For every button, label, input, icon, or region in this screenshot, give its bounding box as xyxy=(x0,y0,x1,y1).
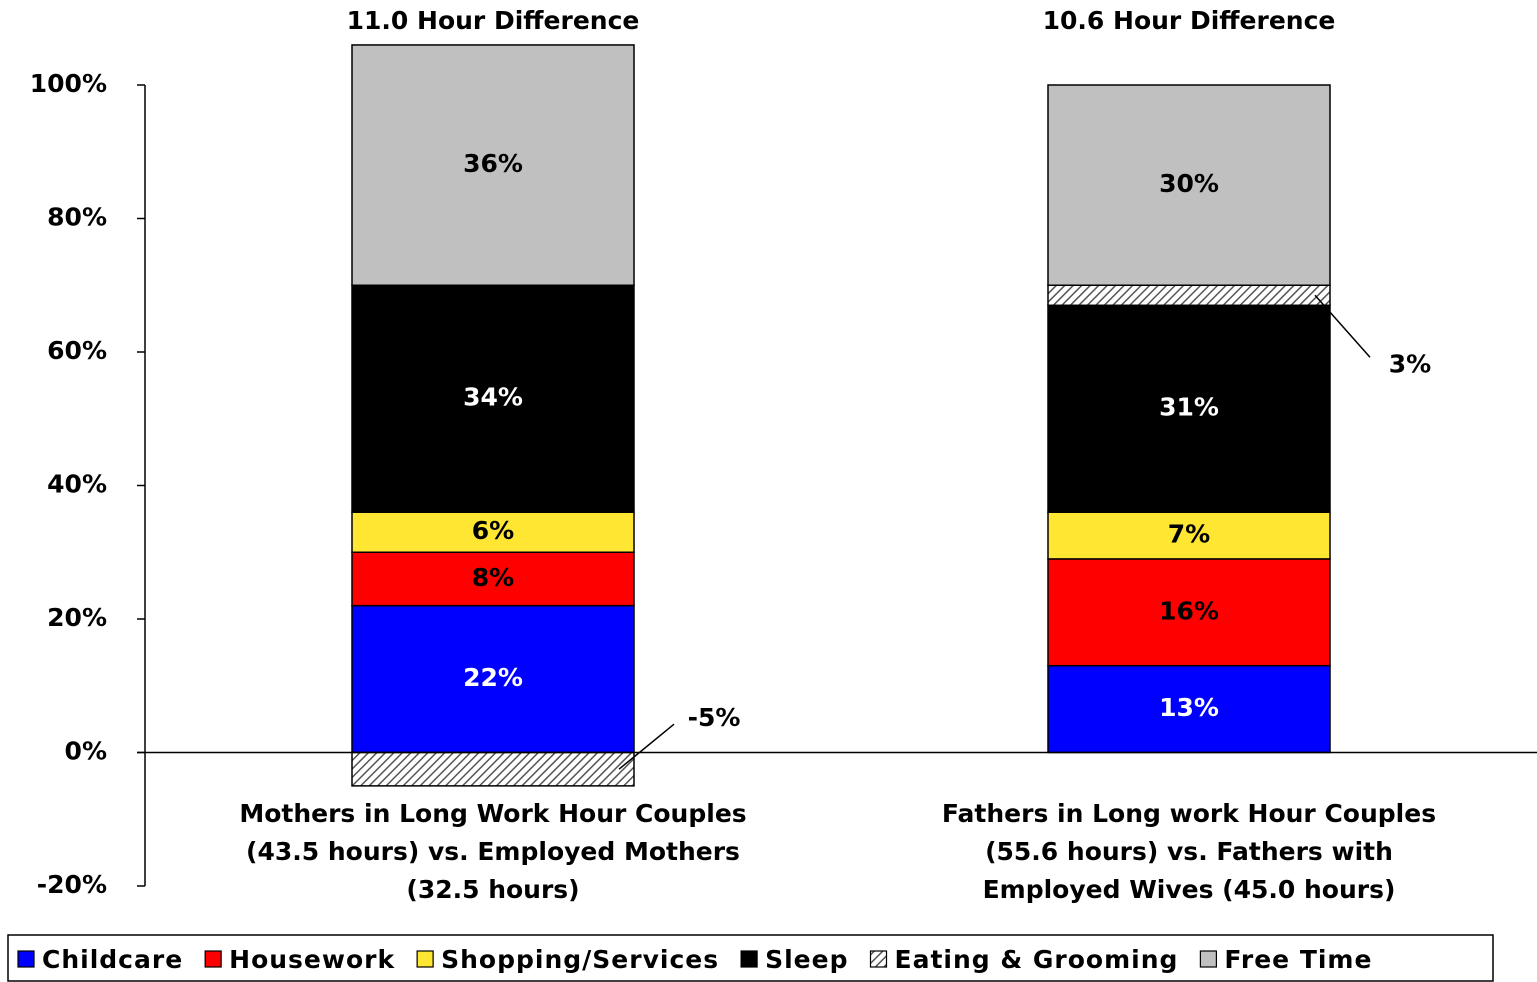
legend-swatch xyxy=(869,950,888,968)
legend-label: Free Time xyxy=(1224,945,1372,974)
bar-segment xyxy=(1047,304,1331,513)
x-tick-label-line: (32.5 hours) xyxy=(406,875,579,904)
legend-swatch xyxy=(204,950,222,968)
x-tick-label: Mothers in Long Work Hour Couples (43.5 h… xyxy=(239,799,746,904)
value-label: 7% xyxy=(1168,520,1210,549)
value-label: -5% xyxy=(688,703,741,732)
y-tick-label: 60% xyxy=(47,336,107,365)
legend-swatch xyxy=(1199,950,1217,968)
legend-label: Shopping/Services xyxy=(441,945,719,974)
bar-segment xyxy=(351,44,635,287)
value-label: 8% xyxy=(472,563,514,592)
x-tick-label-line: Employed Wives (45.0 hours) xyxy=(983,875,1396,904)
x-tick-label-line: Mothers in Long Work Hour Couples xyxy=(239,799,746,828)
bar-segment xyxy=(1047,511,1331,560)
value-label: 13% xyxy=(1159,693,1219,722)
bar-segment xyxy=(1047,664,1331,754)
y-tick-label: 80% xyxy=(47,203,107,232)
leader-line xyxy=(1314,294,1371,358)
legend-label: Eating & Grooming xyxy=(895,945,1179,974)
value-label: 6% xyxy=(472,516,514,545)
value-label: 34% xyxy=(463,383,523,412)
bar-segment xyxy=(351,751,635,787)
annotation: 10.6 Hour Difference xyxy=(1043,6,1336,35)
annotation: 11.0 Hour Difference xyxy=(347,6,640,35)
x-tick-label-line: (43.5 hours) vs. Employed Mothers xyxy=(246,837,740,866)
y-tick-label: 40% xyxy=(47,470,107,499)
bar-segment xyxy=(1047,84,1331,286)
y-tick-label: 0% xyxy=(65,737,107,766)
value-label: 30% xyxy=(1159,169,1219,198)
bar-segment xyxy=(351,511,635,554)
value-label: 16% xyxy=(1159,596,1219,625)
bar-segment xyxy=(351,284,635,513)
bar-segment xyxy=(351,604,635,754)
x-tick-label-line: (55.6 hours) vs. Fathers with xyxy=(985,837,1393,866)
bar-segment xyxy=(351,551,635,607)
legend-swatch xyxy=(740,950,758,968)
legend-label: Sleep xyxy=(765,945,848,974)
legend-swatch xyxy=(17,950,35,968)
leader-line xyxy=(618,723,675,770)
value-label: 22% xyxy=(463,663,523,692)
x-tick-label-line: Fathers in Long work Hour Couples xyxy=(942,799,1436,828)
value-label: 3% xyxy=(1389,349,1431,378)
legend-label: Childcare xyxy=(42,945,183,974)
legend-swatch xyxy=(416,950,434,968)
y-tick-label: 20% xyxy=(47,603,107,632)
value-label: 31% xyxy=(1159,393,1219,422)
y-tick-label: -20% xyxy=(37,870,107,899)
x-tick-label: Fathers in Long work Hour Couples (55.6 h… xyxy=(942,799,1436,904)
legend-label: Housework xyxy=(229,945,395,974)
bar-segment xyxy=(1047,284,1331,307)
y-tick-label: 100% xyxy=(30,69,107,98)
value-label: 36% xyxy=(463,149,523,178)
